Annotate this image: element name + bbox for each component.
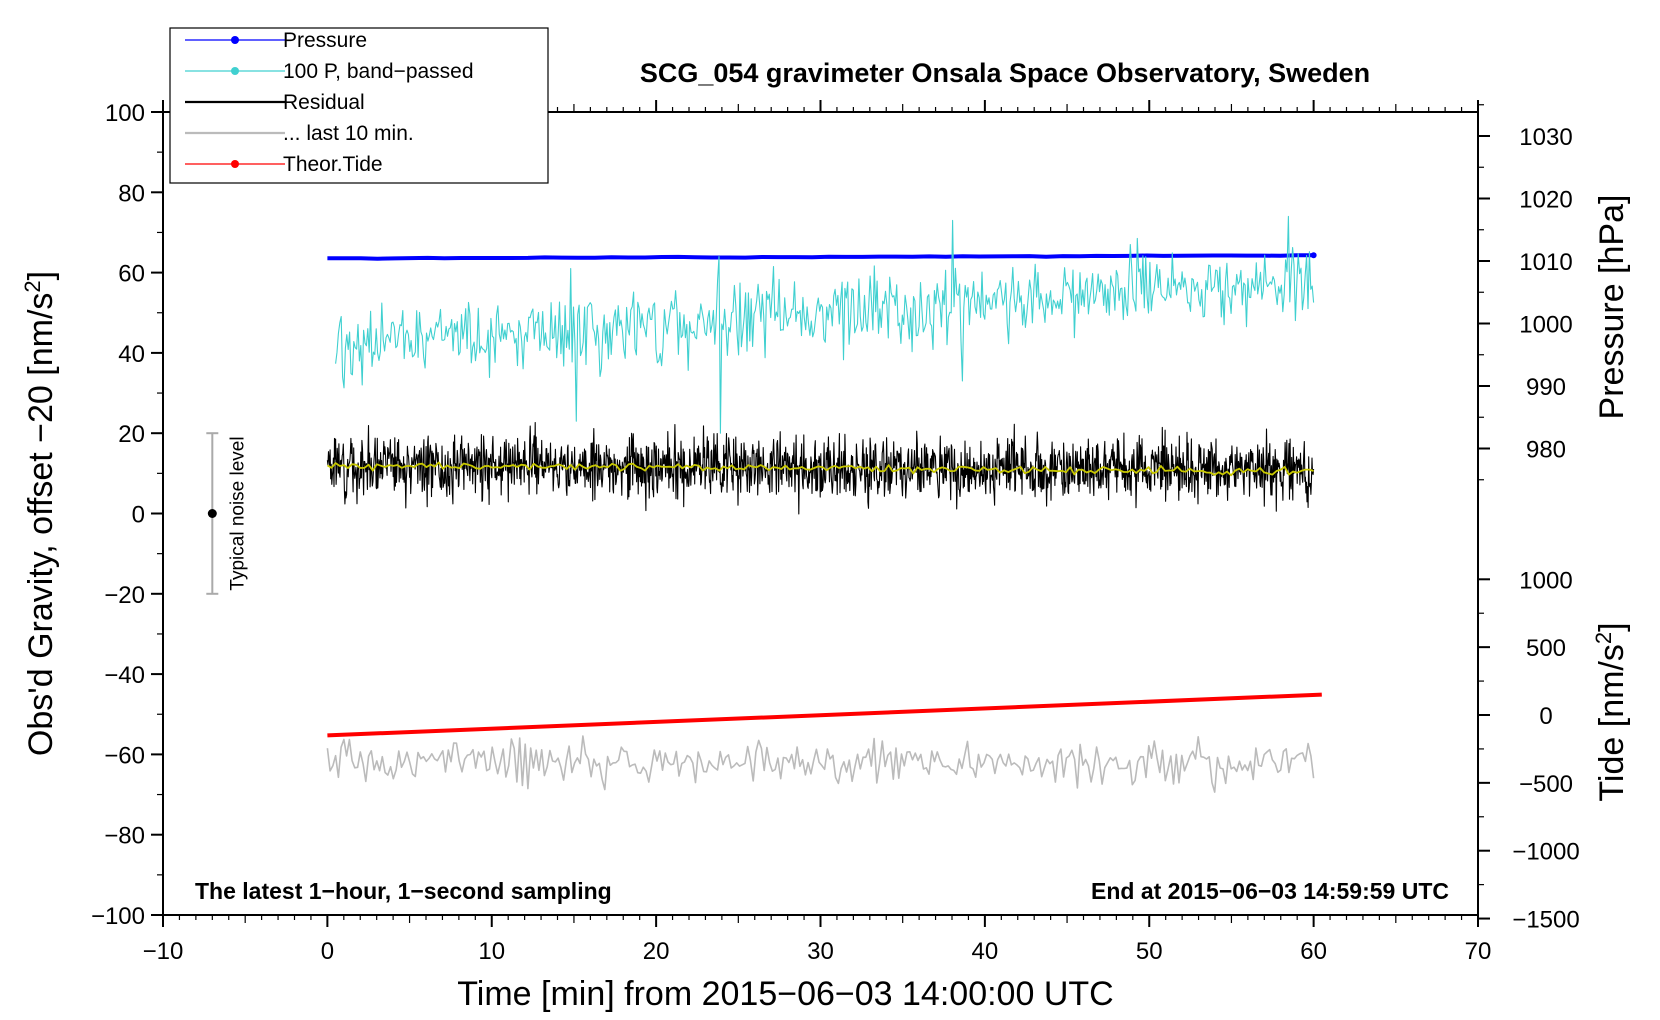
y-axis-title-tide-end: ] [1593, 622, 1631, 631]
plot-area: Typical noise level [206, 215, 1322, 793]
plot-frame [162, 111, 1479, 916]
y-axis-title-tide: Tide [nm/s2] [1591, 622, 1632, 801]
pressure-tick-label: 980 [1526, 437, 1566, 464]
noise-bar-label: Typical noise level [227, 436, 248, 590]
tide-tick-label: 500 [1526, 635, 1566, 662]
legend-last-10-min-label: ... last 10 min. [283, 122, 414, 145]
y-axis-title-tide-text: Tide [nm/s [1593, 644, 1631, 801]
series-theor-tide-line [327, 692, 1322, 738]
annotation-end-time: End at 2015−06−03 14:59:59 UTC [1091, 878, 1449, 904]
legend-residual-label: Residual [283, 91, 365, 114]
legend: Pressure 100 P, band−passed Residual ... la… [169, 27, 549, 184]
x-tick-label: 50 [1136, 938, 1163, 965]
y-axis-title-tide-exp: 2 [1591, 632, 1616, 644]
legend-theor-tide-marker [231, 160, 239, 168]
x-tick-label: 60 [1300, 938, 1327, 965]
pressure-tick-label: 1010 [1519, 249, 1572, 276]
annotation-sampling: The latest 1−hour, 1−second sampling [195, 878, 612, 904]
series-residual-smoothed-line [326, 461, 1314, 477]
tide-tick-label: 0 [1539, 703, 1552, 730]
tide-tick-label: −500 [1519, 771, 1573, 798]
y-tick-label: −20 [104, 582, 145, 609]
y-axis-title-gravity: Obs'd Gravity, offset −20 [nm/s2] [20, 271, 61, 756]
y-tick-label: −60 [104, 742, 145, 769]
y-tick-label: 20 [118, 421, 145, 448]
axis-ticks: −10 0 10 20 30 40 50 60 70100806040200−20−40−60−… [91, 100, 1580, 965]
noise-bar-center-point [207, 509, 217, 518]
tide-tick-label: −1000 [1512, 839, 1579, 866]
tide-tick-label: −1500 [1512, 907, 1579, 934]
x-tick-label: 20 [643, 938, 670, 965]
x-axis-title: Time [min] from 2015−06−03 14:00:00 UTC [457, 975, 1113, 1013]
y-tick-label: 80 [118, 180, 145, 207]
series-pressure-line [327, 253, 1314, 261]
legend-100-p-band-passed-label: 100 P, band−passed [283, 60, 474, 83]
y-tick-label: 100 [105, 100, 145, 127]
y-tick-label: 0 [132, 502, 145, 529]
pressure-tick-label: 1020 [1519, 187, 1572, 214]
pressure-tick-label: 1000 [1519, 312, 1572, 339]
y-tick-label: −80 [104, 823, 145, 850]
x-tick-label: 10 [478, 938, 505, 965]
series-100-p-band-passed-line [335, 215, 1315, 434]
tide-tick-label: 1000 [1519, 567, 1572, 594]
x-tick-label: 0 [321, 938, 334, 965]
x-tick-label: 70 [1465, 938, 1492, 965]
y-axis-title-gravity-exp: 2 [20, 280, 45, 292]
y-tick-label: 60 [118, 261, 145, 288]
y-axis-title-pressure: Pressure [hPa] [1593, 195, 1631, 420]
legend-theor-tide-label: Theor.Tide [283, 153, 383, 176]
series-last-10-min-line [326, 735, 1315, 793]
legend-pressure-marker [231, 36, 239, 44]
pressure-end-point [1310, 252, 1317, 259]
y-tick-label: 40 [118, 341, 145, 368]
y-tick-label: −40 [104, 662, 145, 689]
x-tick-label: −10 [143, 938, 184, 965]
legend-box [169, 27, 549, 184]
y-axis-title-gravity-text: Obs'd Gravity, offset −20 [nm/s [22, 293, 60, 756]
pressure-tick-label: 990 [1526, 374, 1566, 401]
x-tick-label: 30 [807, 938, 834, 965]
chart-title: SCG_054 gravimeter Onsala Space Observat… [640, 58, 1370, 88]
legend-pressure-label: Pressure [283, 29, 367, 52]
legend-100-p-band-passed-marker [231, 67, 239, 75]
series-residual-line [326, 421, 1315, 515]
pressure-tick-label: 1030 [1519, 124, 1572, 151]
x-tick-label: 40 [972, 938, 999, 965]
y-axis-title-gravity-end: ] [22, 271, 60, 280]
y-tick-label: −100 [91, 903, 145, 930]
